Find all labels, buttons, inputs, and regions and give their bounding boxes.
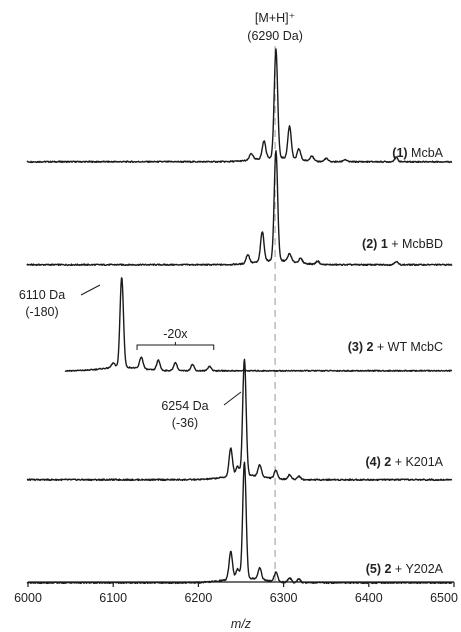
spectrum-label-4: (4) 2 + K201A <box>366 455 444 469</box>
spectra-traces <box>26 48 453 585</box>
x-axis: 6000 6100 6200 6300 6400 6500 m/z <box>14 581 458 631</box>
x-tick-label: 6100 <box>99 591 127 605</box>
spectrum-trace-2 <box>26 150 453 267</box>
spectrum-labels: (1) McbA (2) 1 + McbBD (3) 2 + WT McbC (… <box>348 146 444 576</box>
x-axis-ticks: 6000 6100 6200 6300 6400 6500 <box>14 582 458 605</box>
spectrum-label-3: (3) 2 + WT McbC <box>348 340 443 354</box>
x-tick-label: 6400 <box>355 591 383 605</box>
x-tick-label: 6200 <box>184 591 212 605</box>
x-tick-label: 6500 <box>430 591 458 605</box>
reference-line-group: [M+H]⁺ (6290 Da) <box>247 11 303 582</box>
annotation-6110-mass: 6110 Da <box>19 288 65 302</box>
annotation-6254-shift: (-36) <box>172 416 198 430</box>
reference-label-mass: (6290 Da) <box>247 29 303 43</box>
x-tick-label: 6300 <box>270 591 298 605</box>
spectrum-trace-1 <box>26 48 453 164</box>
spectrum-trace-4 <box>26 358 453 482</box>
annotation-6110-leader <box>80 284 101 296</box>
annotation-6254-mass: 6254 Da <box>161 399 208 413</box>
spectrum-label-1: (1) McbA <box>392 146 443 160</box>
spectrum-trace-3 <box>64 277 453 372</box>
spectrum-label-2: (2) 1 + McbBD <box>362 237 443 251</box>
x-axis-label: m/z <box>231 617 252 631</box>
annotation-6110-shift: (-180) <box>25 305 58 319</box>
bracket-20x-label: -20x <box>163 327 188 341</box>
x-tick-label: 6000 <box>14 591 42 605</box>
reference-label-ion: [M+H]⁺ <box>255 11 295 25</box>
peak-annotations: 6110 Da (-180) -20x 6254 Da (-36) <box>19 284 242 430</box>
annotation-6254-leader <box>223 391 242 406</box>
bracket-20x <box>136 342 215 350</box>
spectrum-label-5: (5) 2 + Y202A <box>366 562 444 576</box>
